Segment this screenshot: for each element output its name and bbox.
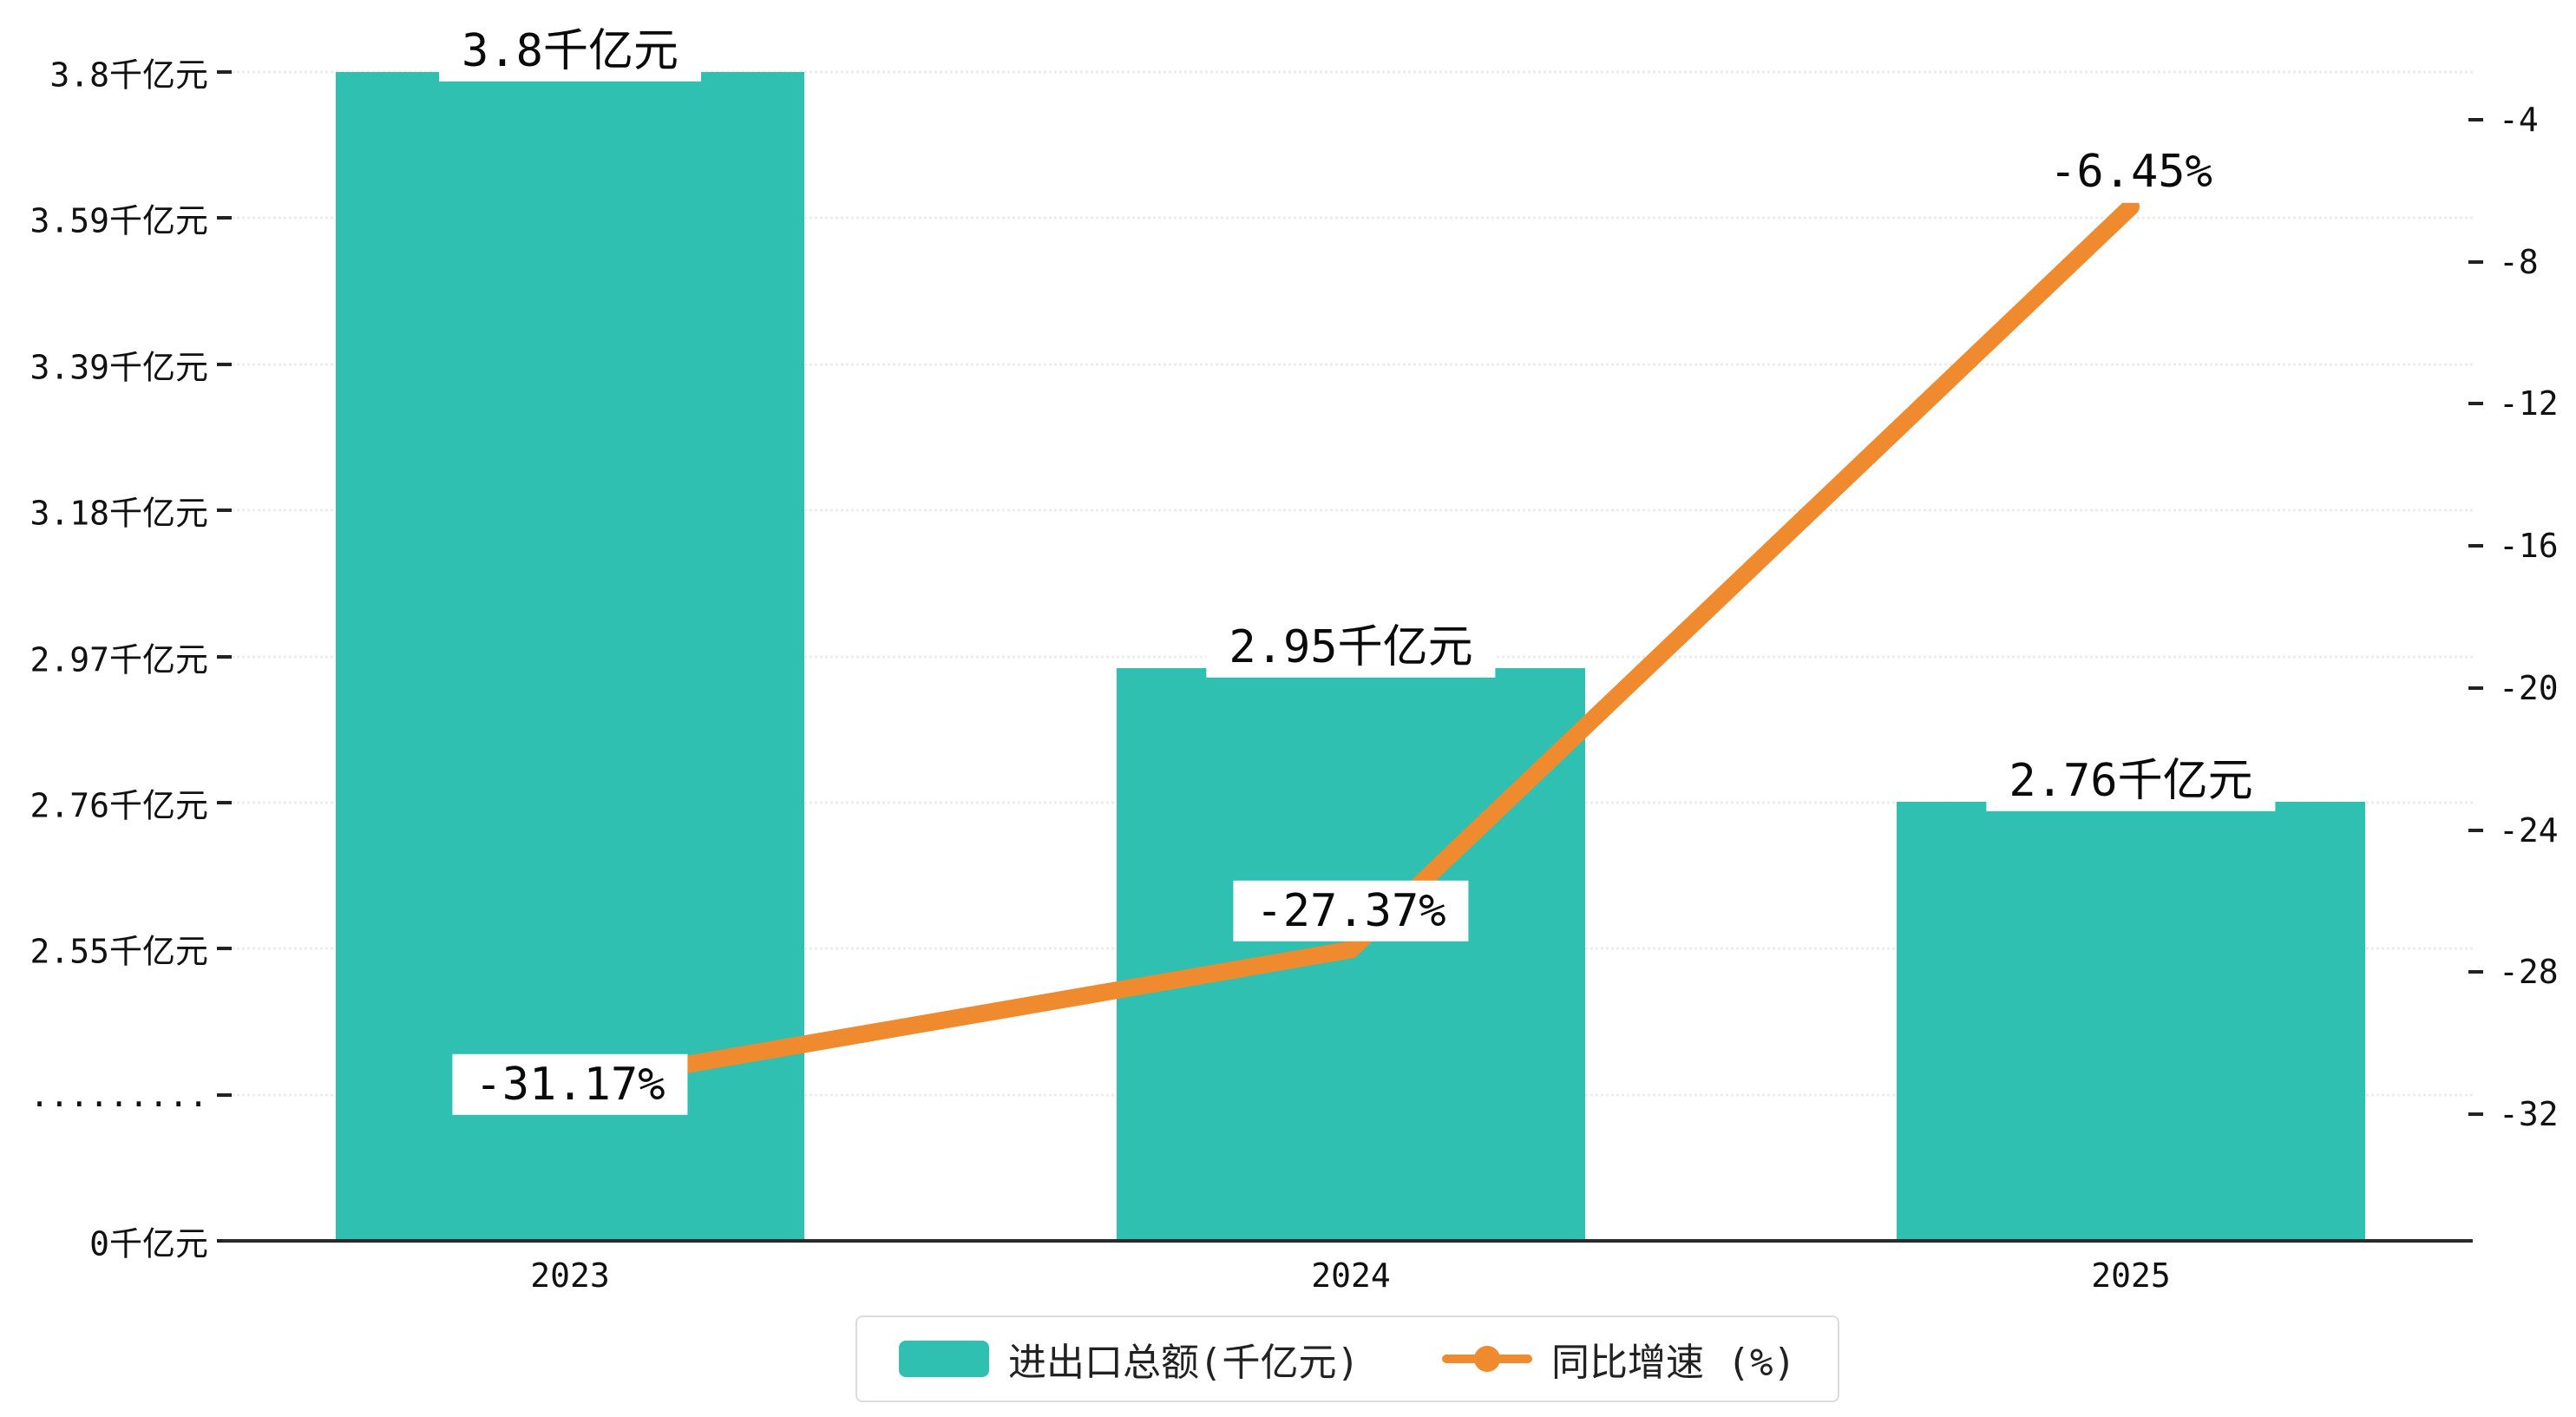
left-axis-tick-mark — [217, 362, 232, 366]
right-axis-tick-mark — [2468, 402, 2483, 406]
left-axis-tick-label: ......... — [29, 1075, 208, 1114]
right-axis-tick-label: -16 — [2499, 527, 2559, 566]
left-axis-tick-label: 3.59千亿元 — [29, 201, 208, 240]
left-axis-tick-label: 3.18千亿元 — [29, 494, 208, 533]
left-axis-tick-mark — [217, 1092, 232, 1097]
left-axis-tick-label: 2.55千亿元 — [29, 932, 208, 971]
legend-item-growth[interactable]: 同比增速 (%) — [1442, 1331, 1796, 1387]
left-axis-tick-mark — [217, 947, 232, 951]
x-axis-tick-label: 2023 — [530, 1256, 610, 1295]
right-axis-tick-mark — [2468, 118, 2483, 121]
left-axis-tick-label: 0千亿元 — [89, 1224, 208, 1263]
left-axis-tick-label: 2.76千亿元 — [29, 786, 208, 825]
right-axis-tick-label: -8 — [2499, 242, 2539, 281]
x-axis-tick-label: 2025 — [2091, 1256, 2171, 1295]
bar-value-label: 3.8千亿元 — [439, 20, 701, 82]
right-axis-tick-label: -20 — [2499, 668, 2559, 707]
right-axis-tick-label: -4 — [2499, 101, 2539, 139]
left-axis-tick-mark — [217, 508, 232, 513]
right-axis-tick-mark — [2468, 828, 2483, 832]
left-axis-tick-mark — [217, 654, 232, 659]
right-axis-tick-mark — [2468, 259, 2483, 264]
growth-value-label: -6.45% — [2027, 141, 2235, 203]
bar-value-label: 2.76千亿元 — [1986, 750, 2276, 811]
bar-value-label: 2.95千亿元 — [1206, 616, 1496, 679]
x-axis-line — [222, 1239, 2473, 1243]
left-axis-tick-mark — [217, 216, 232, 220]
gridline — [222, 70, 2473, 74]
left-axis-tick-mark — [217, 800, 232, 804]
bar-2024 — [1117, 667, 1585, 1241]
line-swatch-icon — [1442, 1341, 1533, 1377]
right-axis-tick-mark — [2468, 1112, 2483, 1116]
legend-item-total[interactable]: 进出口总额(千亿元) — [899, 1331, 1360, 1387]
right-axis-tick-label: -32 — [2499, 1095, 2559, 1133]
growth-value-label: -27.37% — [1233, 880, 1469, 941]
bar-2025 — [1897, 801, 2365, 1241]
right-axis-tick-mark — [2468, 686, 2483, 690]
line-swatch-dot — [1474, 1346, 1501, 1372]
left-axis-tick-label: 2.97千亿元 — [29, 640, 208, 679]
right-axis-tick-mark — [2468, 970, 2483, 974]
legend-label-total: 进出口总额(千亿元) — [1008, 1341, 1360, 1385]
right-axis-tick-label: -24 — [2499, 810, 2559, 850]
x-axis-tick-label: 2024 — [1311, 1256, 1391, 1295]
left-axis-tick-label: 3.8千亿元 — [49, 56, 208, 95]
legend-label-growth: 同比增速 (%) — [1551, 1341, 1796, 1385]
right-axis-tick-mark — [2468, 544, 2483, 548]
right-axis-tick-label: -28 — [2499, 953, 2559, 992]
growth-value-label: -31.17% — [452, 1053, 688, 1116]
bar-swatch-icon — [899, 1341, 990, 1377]
right-axis-tick-label: -12 — [2499, 384, 2559, 423]
legend: 进出口总额(千亿元) 同比增速 (%) — [855, 1315, 1839, 1402]
left-axis-tick-label: 3.39千亿元 — [29, 348, 208, 387]
left-axis-tick-mark — [217, 70, 232, 74]
